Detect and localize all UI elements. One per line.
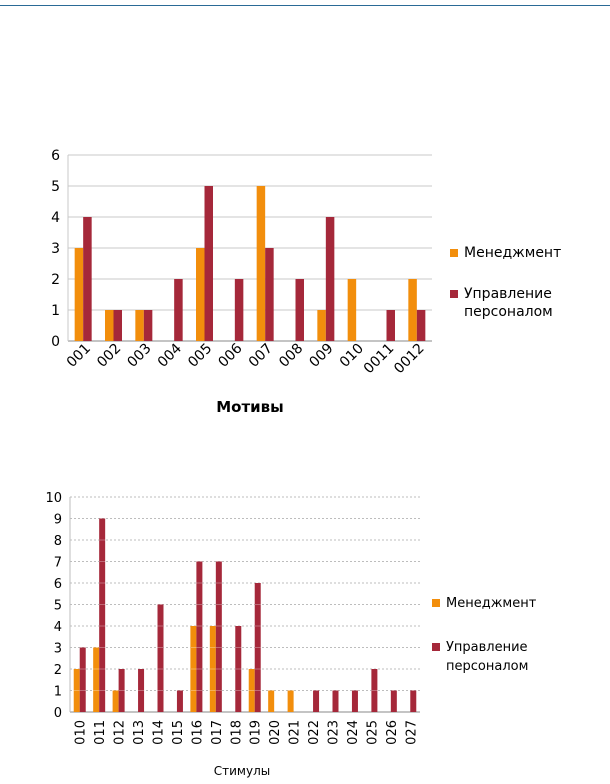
top-rule (0, 5, 610, 6)
bar (332, 690, 339, 712)
legend-label: Управление персоналом (464, 286, 553, 320)
y-tick-label: 5 (54, 599, 62, 614)
x-tick-label: 024 (346, 720, 361, 745)
bar (196, 248, 205, 341)
y-tick-label: 7 (54, 556, 62, 571)
y-tick-label: 9 (54, 513, 62, 528)
bar (204, 186, 213, 341)
legend-label: Менеджмент (464, 245, 561, 261)
x-tick-label: 020 (268, 720, 283, 745)
y-tick-label: 1 (51, 303, 60, 319)
y-tick-label: 8 (54, 534, 62, 549)
bar (105, 310, 114, 341)
bar (347, 279, 357, 341)
bar (256, 186, 266, 341)
x-tick-label: 019 (249, 720, 264, 745)
x-tick-label: 021 (288, 720, 303, 745)
bar (287, 690, 294, 712)
bar (265, 248, 274, 341)
legend-label: Менеджмент (446, 596, 537, 611)
bar (176, 690, 183, 712)
bar (268, 690, 275, 712)
y-tick-label: 6 (51, 148, 60, 164)
y-tick-label: 6 (54, 577, 62, 592)
x-tick-label: 014 (152, 720, 167, 745)
x-axis-title: Стимулы (214, 764, 270, 778)
bar (313, 690, 320, 712)
y-tick-label: 10 (45, 491, 62, 506)
bar (317, 310, 326, 341)
bar (325, 217, 335, 341)
bar (416, 310, 426, 341)
bar (174, 279, 183, 341)
x-tick-label: 016 (190, 720, 205, 745)
bar (79, 647, 86, 712)
x-tick-label: 023 (327, 720, 342, 745)
legend-swatch (450, 290, 458, 298)
y-tick-label: 4 (51, 210, 60, 226)
x-tick-label: 011 (93, 720, 108, 745)
x-tick-label: 012 (113, 720, 128, 745)
bar (143, 310, 153, 341)
bar (135, 310, 144, 341)
legend-swatch (432, 643, 440, 651)
legend-swatch (432, 599, 440, 607)
y-tick-label: 2 (51, 272, 60, 288)
y-tick-label: 1 (54, 685, 62, 700)
y-tick-label: 3 (54, 642, 62, 657)
bar (234, 279, 244, 341)
bar (113, 310, 122, 341)
y-tick-label: 2 (54, 663, 62, 678)
legend-label: Управление персоналом (446, 640, 528, 674)
bar (295, 279, 304, 341)
x-tick-label: 015 (171, 720, 186, 745)
x-tick-label: 022 (307, 720, 322, 745)
x-tick-label: 026 (385, 720, 400, 745)
bar (410, 690, 417, 712)
bar (74, 248, 84, 341)
y-tick-label: 0 (54, 706, 62, 721)
bar (112, 690, 119, 712)
y-tick-label: 4 (54, 620, 62, 635)
bar (386, 310, 395, 341)
bar (93, 647, 100, 712)
x-tick-label: 013 (132, 720, 147, 745)
x-tick-label: 027 (404, 720, 419, 745)
x-tick-label: 017 (210, 720, 225, 745)
bar (83, 217, 92, 341)
bar (215, 561, 222, 712)
bar (196, 561, 203, 712)
y-tick-label: 3 (51, 241, 60, 257)
bar (157, 604, 164, 712)
x-tick-label: 010 (74, 720, 89, 745)
bar (408, 279, 417, 341)
x-tick-label: 018 (229, 720, 244, 745)
x-tick-label: 025 (365, 720, 380, 745)
x-axis-title: Мотивы (216, 398, 284, 416)
y-tick-label: 5 (51, 179, 60, 195)
bar (351, 690, 358, 712)
legend-swatch (450, 249, 458, 257)
y-tick-label: 0 (51, 334, 60, 350)
bar (99, 518, 106, 712)
bar (390, 690, 397, 712)
